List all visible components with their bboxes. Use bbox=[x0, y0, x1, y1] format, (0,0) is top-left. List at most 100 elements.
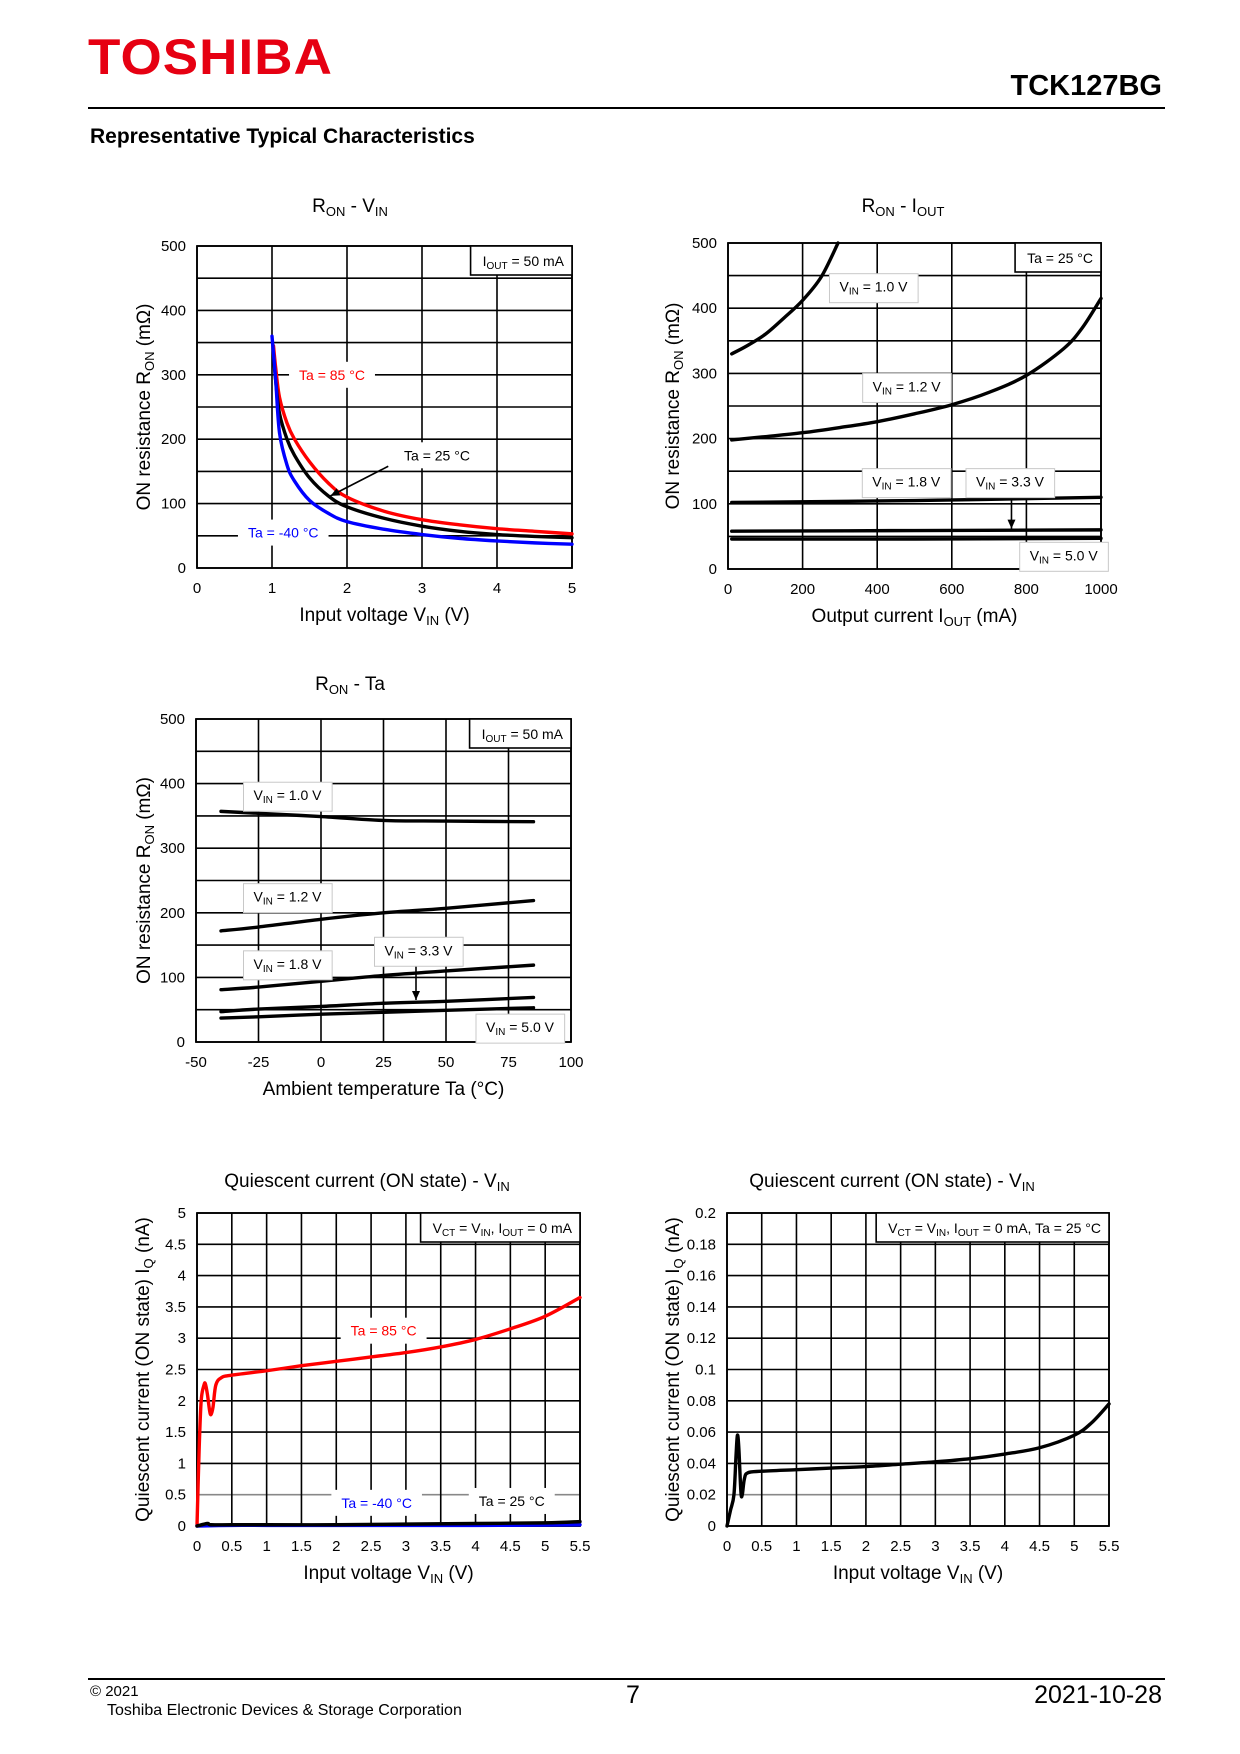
y-tick-label: 4 bbox=[178, 1268, 186, 1285]
chart-4: 0 0.5 1 1.5 2 2.5 3 3.5 4 4.5 5 5.5 0 0.5 1 1.5 2 2.5 3 3.5… bbox=[133, 1171, 590, 1586]
series-label-text: VIN = 1.8 V bbox=[254, 956, 323, 975]
y-tick-label: 500 bbox=[160, 711, 185, 728]
text-segment: = 3.3 V bbox=[995, 474, 1044, 490]
series-label: VIN = 5.0 V bbox=[475, 1013, 566, 1044]
text-segment: = 5.0 V bbox=[505, 1019, 554, 1035]
text-segment: Q bbox=[671, 1258, 686, 1268]
series-label-text: VIN = 1.8 V bbox=[872, 474, 941, 493]
text-segment: = 1.2 V bbox=[892, 378, 941, 394]
x-tick-label: 200 bbox=[790, 581, 815, 598]
series-label-text: VIN = 1.2 V bbox=[254, 889, 323, 908]
text-segment: Input voltage V bbox=[303, 1563, 430, 1584]
text-segment: = 1.0 V bbox=[273, 787, 322, 803]
y-tick-label: 0.06 bbox=[687, 1424, 716, 1441]
x-tick-label: 5 bbox=[541, 1538, 549, 1555]
series-label-box bbox=[331, 1489, 422, 1516]
x-axis-label: Ambient temperature Ta (°C) bbox=[263, 1079, 505, 1100]
series-line-1 bbox=[725, 1402, 1111, 1528]
x-tick-label: 5 bbox=[568, 580, 576, 597]
x-tick-label: 4 bbox=[493, 580, 501, 597]
x-tick-label: 50 bbox=[438, 1054, 455, 1071]
condition-box: Ta = 25 °C bbox=[1014, 242, 1102, 273]
y-tick-label: 0 bbox=[708, 1518, 716, 1535]
section-title: Representative Typical Characteristics bbox=[90, 125, 475, 148]
series-label-text: Ta = 25 °C bbox=[479, 1493, 545, 1509]
text-segment: V bbox=[254, 787, 264, 803]
y-tick-label: 0.12 bbox=[687, 1330, 716, 1347]
text-segment: V bbox=[1030, 547, 1040, 563]
series-line-1 bbox=[195, 1295, 582, 1528]
text-segment: V bbox=[486, 1019, 496, 1035]
plot-frame bbox=[195, 718, 572, 1043]
x-tick-label: 0 bbox=[317, 1054, 325, 1071]
condition-text: VCT = VIN, IOUT = 0 mA, Ta = 25 °C bbox=[888, 1220, 1101, 1239]
text-segment: CT bbox=[442, 1228, 455, 1239]
text-segment: Ta = 25 °C bbox=[1027, 250, 1093, 266]
text-segment: Ta = 85 °C bbox=[351, 1323, 417, 1339]
series-label: VIN = 1.2 V bbox=[243, 883, 333, 914]
text-segment: (V) bbox=[439, 605, 470, 626]
text-segment: OUT bbox=[958, 1228, 979, 1239]
text-segment: = V bbox=[911, 1220, 937, 1236]
text-segment: Quiescent current (ON state) I bbox=[133, 1268, 154, 1521]
series-label-text: VIN = 3.3 V bbox=[385, 942, 454, 961]
arrowhead-icon bbox=[412, 991, 420, 1001]
series-label: Ta = -40 °C bbox=[331, 1489, 422, 1516]
text-segment: Quiescent current (ON state) - V bbox=[749, 1171, 1022, 1192]
x-tick-label: 2.5 bbox=[890, 1538, 911, 1555]
x-tick-label: 1000 bbox=[1084, 581, 1117, 598]
text-segment: Ta = 25 °C bbox=[479, 1493, 545, 1509]
text-segment: IN bbox=[882, 482, 892, 493]
series-label: VIN = 3.3 V bbox=[965, 468, 1056, 499]
text-segment: ON bbox=[875, 204, 895, 219]
text-segment: Ta = 85 °C bbox=[299, 367, 365, 383]
part-number: TCK127BG bbox=[1010, 70, 1163, 102]
series-label-box bbox=[289, 361, 375, 388]
chart-5: 0 0.5 1 1.5 2 2.5 3 3.5 4 4.5 5 5.5 0 0.02 0.04 0.06 0.0… bbox=[663, 1171, 1119, 1586]
series-label: Ta = 85 °C bbox=[289, 361, 375, 388]
x-tick-label: 100 bbox=[558, 1054, 583, 1071]
text-segment: R bbox=[315, 674, 329, 695]
text-segment: V bbox=[873, 378, 883, 394]
text-segment: - I bbox=[895, 196, 917, 217]
y-tick-label: 0 bbox=[178, 560, 186, 577]
x-tick-label: 5.5 bbox=[1099, 1538, 1120, 1555]
series-line-5 bbox=[219, 1006, 536, 1020]
chart-title: Quiescent current (ON state) - VIN bbox=[749, 1171, 1034, 1194]
text-segment: OUT bbox=[917, 204, 945, 219]
annotation-arrow bbox=[330, 465, 389, 497]
x-axis-label: Input voltage VIN (V) bbox=[833, 1563, 1003, 1586]
y-tick-label: 0.5 bbox=[165, 1487, 186, 1504]
series-label-box bbox=[243, 781, 333, 812]
y-axis-label: Quiescent current (ON state) IQ (nA) bbox=[133, 1217, 156, 1522]
y-tick-label: 3 bbox=[178, 1330, 186, 1347]
text-segment: IN bbox=[394, 950, 404, 961]
text-segment: V bbox=[433, 1220, 443, 1236]
condition-text: VCT = VIN, IOUT = 0 mA bbox=[433, 1220, 573, 1239]
document-date: 2021-10-28 bbox=[1034, 1681, 1162, 1709]
y-tick-label: 300 bbox=[160, 840, 185, 857]
x-tick-label: 2.5 bbox=[361, 1538, 382, 1555]
series-label: VIN = 3.3 V bbox=[374, 936, 464, 967]
x-tick-label: 0 bbox=[193, 1538, 201, 1555]
condition-box-frame bbox=[419, 1212, 581, 1243]
text-segment: (nA) bbox=[133, 1217, 154, 1258]
series-line-2 bbox=[219, 898, 536, 933]
text-segment: (mΩ) bbox=[663, 303, 684, 351]
x-tick-label: 4 bbox=[471, 1538, 479, 1555]
y-tick-label: 0.1 bbox=[695, 1362, 716, 1379]
x-tick-label: 3.5 bbox=[430, 1538, 451, 1555]
text-segment: V bbox=[254, 889, 264, 905]
text-segment: OUT bbox=[486, 261, 507, 272]
series-label-text: VIN = 5.0 V bbox=[1030, 547, 1099, 566]
x-tick-label: 3 bbox=[931, 1538, 939, 1555]
series-label-text: Ta = 25 °C bbox=[404, 447, 470, 463]
condition-box-frame bbox=[468, 718, 572, 749]
y-axis-label: ON resistance RON (mΩ) bbox=[663, 303, 686, 510]
series-label-box bbox=[394, 442, 480, 469]
text-segment: ON bbox=[142, 825, 157, 845]
text-segment: = 0 mA bbox=[523, 1220, 572, 1236]
y-tick-label: 0.2 bbox=[695, 1205, 716, 1222]
series-label-text: Ta = -40 °C bbox=[341, 1495, 412, 1511]
